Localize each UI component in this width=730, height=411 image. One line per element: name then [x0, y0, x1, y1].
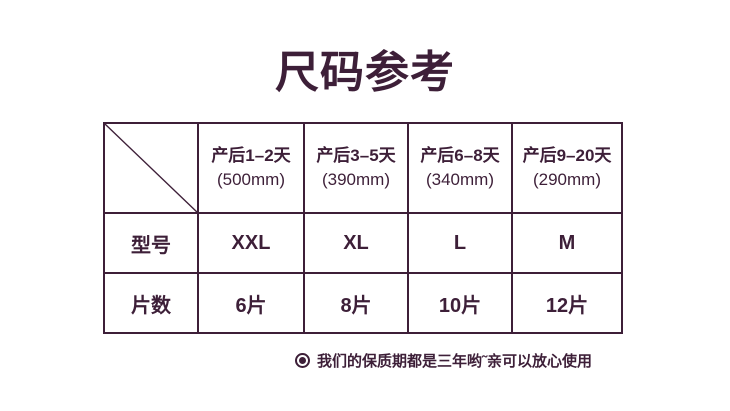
corner-cell — [103, 121, 199, 215]
column-header-days: 产后3–5天 — [316, 146, 396, 166]
column-header-days: 产后6–8天 — [420, 146, 500, 166]
column-header-1: 产后1–2天 (500mm) — [197, 121, 305, 215]
footnote-text: 我们的保质期都是三年哟˜亲可以放心使用 — [317, 353, 592, 370]
column-header-length: (340mm) — [425, 170, 494, 190]
table-row-model: 型号 XXL XL L M — [103, 212, 623, 275]
column-header-days: 产后9–20天 — [522, 146, 612, 166]
footnote: 我们的保质期都是三年哟˜亲可以放心使用 — [295, 350, 592, 371]
table-cell-count-4: 12片 — [511, 272, 623, 335]
column-header-4: 产后9–20天 (290mm) — [511, 121, 623, 215]
fisheye-bullet-dot — [299, 357, 306, 364]
column-header-3: 产后6–8天 (340mm) — [407, 121, 513, 215]
table-row-count: 片数 6片 8片 10片 12片 — [103, 272, 623, 335]
fisheye-bullet-icon — [295, 353, 310, 368]
column-header-days: 产后1–2天 — [211, 146, 291, 166]
table-cell-count-2: 8片 — [303, 272, 409, 335]
table-cell-model-m: M — [511, 212, 623, 275]
column-header-length: (290mm) — [532, 170, 601, 190]
row-label-model: 型号 — [103, 212, 199, 275]
diagonal-line — [105, 124, 197, 213]
size-reference-table: 产后1–2天 (500mm) 产后3–5天 (390mm) 产后6–8天 (34… — [103, 121, 623, 335]
table-cell-model-l: L — [407, 212, 513, 275]
table-header-row: 产后1–2天 (500mm) 产后3–5天 (390mm) 产后6–8天 (34… — [103, 121, 623, 215]
row-label-count: 片数 — [103, 272, 199, 335]
page-title: 尺码参考 — [275, 48, 455, 97]
column-header-2: 产后3–5天 (390mm) — [303, 121, 409, 215]
table-cell-model-xxl: XXL — [197, 212, 305, 275]
column-header-length: (390mm) — [321, 170, 390, 190]
table-cell-model-xl: XL — [303, 212, 409, 275]
table-cell-count-1: 6片 — [197, 272, 305, 335]
table-cell-count-3: 10片 — [407, 272, 513, 335]
column-header-length: (500mm) — [216, 170, 285, 190]
